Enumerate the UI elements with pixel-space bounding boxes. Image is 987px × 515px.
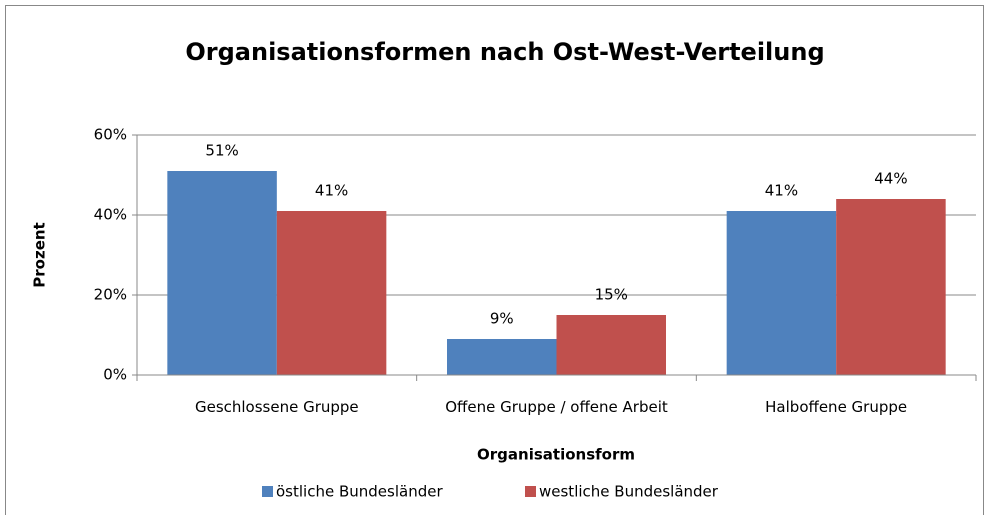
data-label: 41% <box>765 182 798 200</box>
y-tick-label: 20% <box>94 286 127 304</box>
legend-label: westliche Bundesländer <box>539 483 719 501</box>
x-tick-label: Offene Gruppe / offene Arbeit <box>445 398 668 416</box>
bar <box>167 171 277 375</box>
bar <box>556 315 666 375</box>
x-tick-label: Geschlossene Gruppe <box>194 398 359 416</box>
legend-swatch <box>262 486 273 497</box>
chart-border <box>5 5 984 515</box>
bar <box>726 211 837 375</box>
y-axis-title: Prozent <box>31 222 49 287</box>
y-tick-label: 0% <box>103 366 127 384</box>
y-tick-label: 60% <box>94 126 127 144</box>
data-label: 51% <box>205 142 238 160</box>
bar <box>836 199 946 375</box>
y-tick-label: 40% <box>94 206 127 224</box>
legend-swatch <box>525 486 536 497</box>
bar <box>447 339 557 375</box>
data-label: 15% <box>595 286 628 304</box>
data-label: 9% <box>490 310 514 328</box>
legend-label: östliche Bundesländer <box>276 483 443 501</box>
chart-title: Organisationsformen nach Ost-West-Vertei… <box>185 38 824 66</box>
x-axis-title: Organisationsform <box>477 446 635 464</box>
x-tick-label: Halboffene Gruppe <box>765 398 908 416</box>
data-label: 44% <box>874 170 907 188</box>
bar <box>276 211 387 375</box>
data-label: 41% <box>315 182 348 200</box>
